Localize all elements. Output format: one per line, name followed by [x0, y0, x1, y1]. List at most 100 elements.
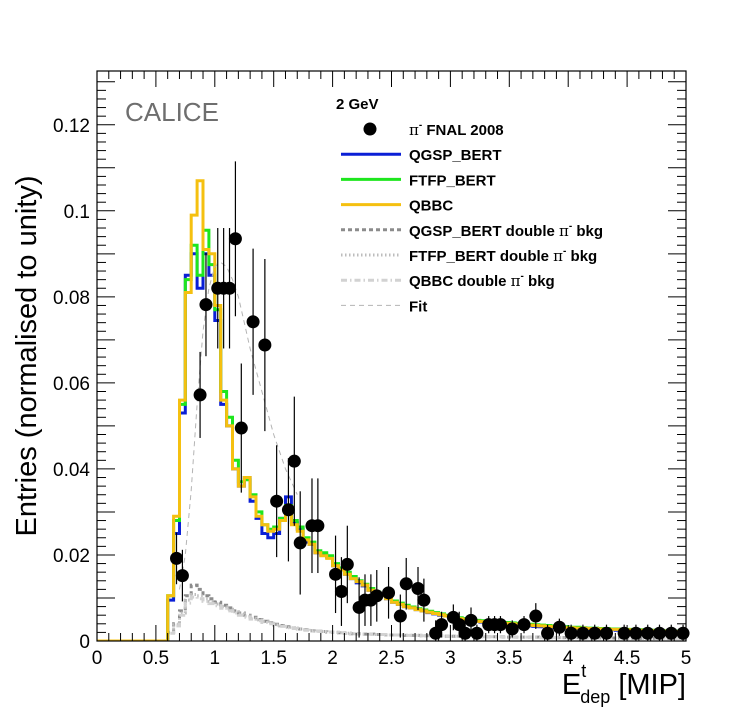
fit-line: [179, 261, 298, 590]
x-tick-label: 4.5: [614, 648, 640, 669]
data-point: [493, 618, 507, 632]
legend-pi-symbol: π: [409, 121, 419, 139]
y-tick-label: 0.06: [53, 374, 90, 395]
x-tick-label: 2.5: [378, 648, 404, 669]
data-point: [641, 626, 655, 640]
legend-label: QGSP_BERT: [409, 147, 502, 164]
data-point: [617, 626, 631, 640]
x-tick-label: 5: [681, 648, 692, 669]
x-axis-title-sub: dep: [580, 687, 610, 707]
legend-label: FTFP_BERT double π- bkg: [409, 246, 597, 265]
x-tick-labels: 0 0.5 1 1.5 2 2.5 3 3.5 4 4.5 5: [92, 648, 692, 669]
x-tick-label: 0.5: [143, 648, 169, 669]
data-point: [399, 577, 413, 591]
legend-superscript: -: [521, 271, 524, 282]
x-tick-label: 3: [445, 648, 456, 669]
data-point: [505, 622, 519, 636]
y-tick-label: 0.02: [53, 546, 90, 567]
x-axis-title: Et dep [MIP]: [562, 661, 686, 707]
legend-pi-symbol: π: [559, 222, 569, 240]
legend-label: π- FNAL 2008: [409, 120, 504, 139]
legend: π- FNAL 2008QGSP_BERTFTFP_BERTQBBCQGSP_B…: [341, 120, 603, 315]
data-point: [228, 232, 242, 246]
x-tick-label: 0: [92, 648, 103, 669]
data-point: [199, 298, 213, 312]
legend-label-text: Fit: [409, 298, 427, 315]
legend-label: FTFP_BERT: [409, 172, 496, 189]
data-point: [411, 582, 425, 596]
y-tick-label: 0.12: [53, 116, 90, 137]
data-point: [193, 388, 207, 402]
data-point: [329, 567, 343, 581]
data-point: [234, 421, 248, 435]
data-point: [170, 551, 184, 565]
y-tick-label: 0: [79, 632, 90, 653]
legend-label-rest: bkg: [566, 248, 597, 265]
legend-label-rest: bkg: [524, 273, 555, 290]
x-axis-title-unit: [MIP]: [610, 669, 686, 701]
axis-ticks: [96, 71, 687, 642]
y-axis-title: Entries (normalised to unity): [11, 175, 43, 536]
data-point: [541, 626, 555, 640]
x-tick-label: 3.5: [496, 648, 522, 669]
data-point: [458, 626, 472, 640]
calice-label: CALICE: [125, 97, 219, 127]
y-tick-labels: 0 0.02 0.04 0.06 0.08 0.1 0.12: [53, 116, 90, 653]
x-axis-title-main: E: [562, 669, 581, 701]
legend-marker-data: [363, 122, 377, 136]
data-point: [223, 281, 237, 295]
legend-label-rest: bkg: [572, 223, 603, 240]
x-tick-label: 1: [210, 648, 221, 669]
legend-label-text: QBBC: [409, 198, 453, 215]
x-axis-title-sup: t: [581, 661, 586, 681]
data-point: [552, 620, 566, 634]
data-point: [258, 338, 272, 352]
data-point: [664, 626, 678, 640]
data-point: [676, 626, 690, 640]
data-point: [311, 519, 325, 533]
legend-label-text: QBBC double: [409, 273, 511, 290]
data-point: [281, 503, 295, 517]
data-point: [417, 593, 431, 607]
data-point: [270, 494, 284, 508]
data-point: [334, 585, 348, 599]
legend-label: Fit: [409, 298, 427, 315]
data-point: [393, 609, 407, 623]
data-point: [340, 557, 354, 571]
y-tick-label: 0.1: [64, 202, 90, 223]
y-tick-label: 0.08: [53, 288, 90, 309]
legend-superscript: -: [563, 246, 566, 257]
legend-label: QGSP_BERT double π- bkg: [409, 221, 603, 240]
data-point: [382, 586, 396, 600]
legend-label-text: QGSP_BERT double: [409, 223, 559, 240]
legend-superscript: -: [569, 221, 572, 232]
data-point: [246, 315, 260, 329]
data-point: [576, 626, 590, 640]
legend-label: QBBC: [409, 198, 453, 215]
data-point: [464, 613, 478, 627]
data-point: [287, 454, 301, 468]
data-point: [293, 536, 307, 550]
data-point: [517, 618, 531, 632]
legend-label-text: FTFP_BERT double: [409, 248, 553, 265]
y-tick-label: 0.04: [53, 460, 90, 481]
legend-pi-symbol: π: [511, 272, 521, 290]
data-point: [599, 626, 613, 640]
legend-superscript: -: [419, 120, 422, 131]
data-point: [175, 569, 189, 583]
data-point: [588, 626, 602, 640]
legend-label-rest: FNAL 2008: [422, 122, 503, 139]
data-points-layer: [170, 161, 690, 641]
legend-label-text: QGSP_BERT: [409, 147, 502, 164]
x-tick-label: 1.5: [260, 648, 286, 669]
data-point: [652, 626, 666, 640]
x-tick-label: 4: [563, 648, 574, 669]
legend-pi-symbol: π: [553, 247, 563, 265]
data-point: [529, 609, 543, 623]
data-point: [629, 626, 643, 640]
x-tick-label: 2: [327, 648, 338, 669]
series-qbbc-double-bkg: [97, 595, 686, 641]
energy-label: 2 GeV: [336, 96, 379, 113]
data-point: [435, 618, 449, 632]
